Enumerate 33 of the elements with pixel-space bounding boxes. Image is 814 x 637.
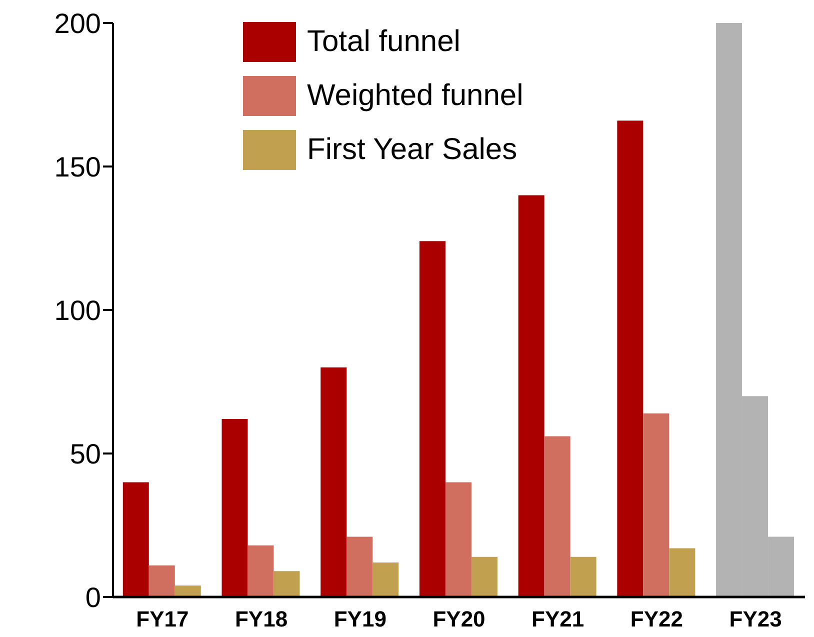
bar <box>419 241 446 597</box>
bar <box>248 545 274 597</box>
bar <box>122 482 149 597</box>
x-tick-label: FY17 <box>136 606 189 632</box>
legend-label: Total funnel <box>307 25 460 59</box>
bar <box>372 562 399 597</box>
bar <box>570 556 596 597</box>
bar <box>617 120 644 597</box>
bar <box>669 548 696 597</box>
x-tick-label: FY23 <box>729 606 782 632</box>
bar <box>445 482 472 597</box>
y-tick-label: 50 <box>70 438 101 470</box>
y-tick-label: 200 <box>54 8 101 39</box>
x-tick-label: FY18 <box>234 606 288 632</box>
x-tick-label: FY20 <box>432 606 486 632</box>
bar <box>518 195 544 597</box>
bar <box>222 419 248 597</box>
y-tick-label: 0 <box>85 582 101 613</box>
legend-label: Weighted funnel <box>307 79 524 113</box>
y-tick-label: 150 <box>54 151 101 182</box>
bar <box>471 556 498 597</box>
legend-label: First Year Sales <box>307 133 518 167</box>
bar <box>643 413 670 597</box>
bar <box>346 536 373 597</box>
x-tick-label: FY21 <box>532 606 584 632</box>
bar <box>174 586 201 597</box>
x-tick-label: FY19 <box>334 606 386 632</box>
x-tick-label: FY22 <box>630 606 684 632</box>
bar <box>320 367 347 597</box>
bar <box>544 436 570 597</box>
y-tick-label: 100 <box>54 294 101 326</box>
bar <box>148 565 175 597</box>
bar <box>274 571 300 597</box>
